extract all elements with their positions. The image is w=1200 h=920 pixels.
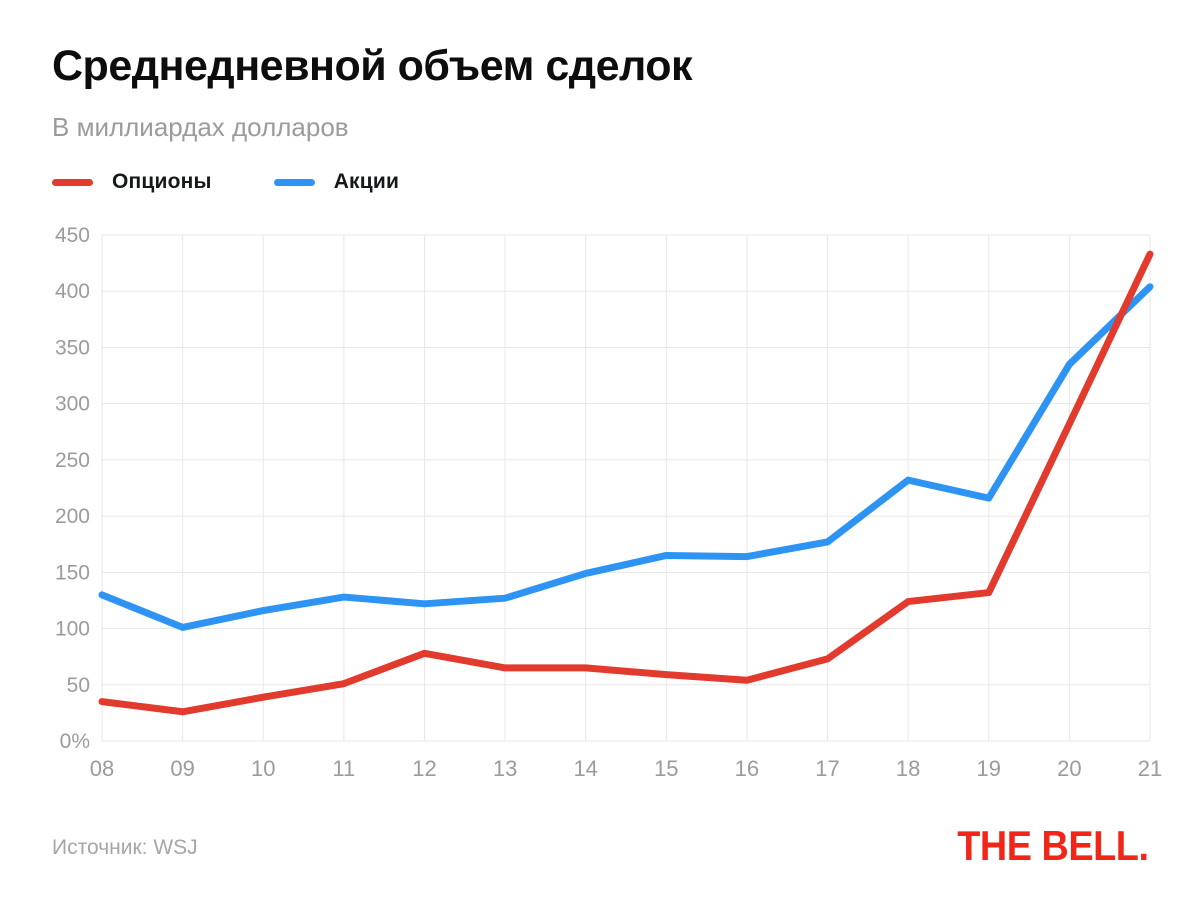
y-tick-label: 400 (55, 280, 90, 303)
legend: Опционы Акции (52, 170, 399, 194)
x-tick-label: 20 (1057, 756, 1081, 781)
x-tick-label: 10 (251, 756, 275, 781)
y-tick-label: 100 (55, 618, 90, 641)
x-tick-label: 17 (815, 756, 839, 781)
x-tick-label: 18 (896, 756, 920, 781)
x-tick-label: 09 (170, 756, 194, 781)
y-tick-label: 300 (55, 393, 90, 416)
stocks-line (98, 283, 1154, 631)
y-tick-label: 200 (55, 505, 90, 528)
x-tick-label: 19 (977, 756, 1001, 781)
y-tick-label: 450 (55, 224, 90, 247)
stocks-line-swatch (273, 178, 315, 186)
y-tick-label: 350 (55, 336, 90, 359)
y-tick-label: 150 (55, 561, 90, 584)
x-tick-label: 12 (412, 756, 436, 781)
options-legend-label: Опционы (112, 170, 212, 193)
chart-subtitle: В миллиардах долларов (52, 112, 349, 142)
source-note: Источник: WSJ (52, 836, 198, 859)
x-axis-labels: 08 09 10 11 12 13 14 15 16 17 18 19 20 21 (90, 756, 1162, 781)
y-tick-label: 50 (67, 674, 90, 697)
grid-lines (101, 234, 1151, 742)
y-tick-label: 0% (60, 730, 90, 753)
chart-title: Среднедневной объем сделок (52, 42, 693, 90)
x-tick-label: 13 (493, 756, 517, 781)
options-line-swatch (52, 178, 93, 186)
stocks-legend-label: Акции (333, 170, 400, 193)
options-line (98, 250, 1154, 716)
x-tick-label: 14 (573, 756, 597, 781)
y-axis-labels: 0% 50 100 150 200 250 300 350 400 450 (55, 224, 90, 753)
the-bell-logo: THE BELL. (956, 822, 1149, 869)
legend-item-stocks: Акции (273, 170, 400, 194)
x-tick-label: 08 (90, 756, 114, 781)
x-tick-label: 11 (332, 756, 355, 781)
legend-item-options: Опционы (52, 170, 212, 194)
x-tick-label: 15 (654, 756, 678, 781)
x-tick-label: 16 (735, 756, 759, 781)
x-tick-label: 21 (1138, 756, 1162, 781)
y-tick-label: 250 (55, 449, 90, 472)
